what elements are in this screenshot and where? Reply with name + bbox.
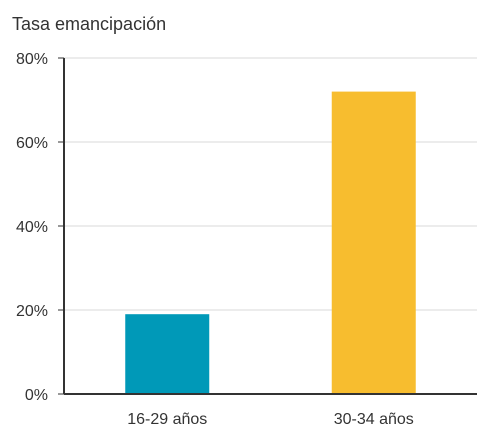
chart-title: Tasa emancipación [12, 14, 166, 34]
y-tick-label: 0% [25, 387, 48, 404]
bar [331, 91, 416, 394]
x-axis-ticks: 16-29 años 30-34 años [127, 411, 414, 428]
y-tick-label: 40% [16, 219, 48, 236]
y-tick-label: 80% [16, 51, 48, 68]
x-tick-label: 30-34 años [334, 411, 414, 428]
bar [125, 314, 210, 394]
bars [125, 91, 416, 394]
y-tick-label: 60% [16, 135, 48, 152]
y-tick-label: 20% [16, 303, 48, 320]
y-axis-ticks: 0% 20% 40% 60% 80% [16, 51, 64, 404]
x-tick-label: 16-29 años [127, 411, 207, 428]
